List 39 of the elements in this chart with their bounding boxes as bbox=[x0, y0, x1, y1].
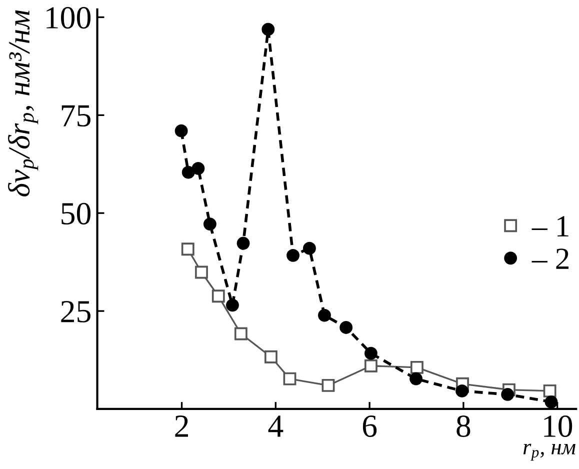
point bbox=[195, 266, 208, 279]
point bbox=[456, 384, 468, 398]
point bbox=[410, 372, 422, 386]
legend-label: – 2 bbox=[532, 248, 568, 269]
point bbox=[174, 124, 188, 138]
point bbox=[364, 359, 378, 372]
point bbox=[264, 350, 278, 364]
x-tick-label: 8 bbox=[456, 415, 470, 438]
point bbox=[283, 372, 296, 386]
point bbox=[182, 166, 195, 179]
x-axis-title: r$_{p}$, нм bbox=[523, 444, 576, 461]
point bbox=[501, 388, 514, 401]
point bbox=[181, 242, 194, 256]
point bbox=[226, 298, 239, 312]
point bbox=[303, 242, 316, 255]
point bbox=[234, 327, 248, 340]
y-tick-label: 100 bbox=[46, 7, 90, 29]
point bbox=[262, 22, 275, 36]
point bbox=[286, 248, 300, 262]
x-tick-label: 2 bbox=[175, 416, 188, 437]
y-tick-label: 75 bbox=[62, 105, 90, 127]
point bbox=[543, 384, 556, 398]
x-tick-label: 10 bbox=[544, 415, 572, 438]
point bbox=[364, 346, 378, 360]
point bbox=[212, 290, 225, 303]
x-tick-label: 4 bbox=[268, 416, 284, 437]
point bbox=[203, 218, 216, 231]
point bbox=[192, 162, 205, 175]
point bbox=[340, 321, 353, 334]
point bbox=[544, 395, 558, 408]
y-tick-label: 25 bbox=[61, 300, 90, 322]
y-axis-title: δv$_{p}$/δr$_{p}$, нм³/нм bbox=[8, 10, 38, 196]
y-tick-label: 50 bbox=[62, 202, 90, 224]
legend-label: – 1 bbox=[532, 216, 568, 236]
point bbox=[410, 360, 424, 374]
x-tick-label: 6 bbox=[362, 416, 377, 438]
point bbox=[322, 379, 335, 392]
point bbox=[236, 236, 250, 250]
point bbox=[318, 308, 331, 322]
